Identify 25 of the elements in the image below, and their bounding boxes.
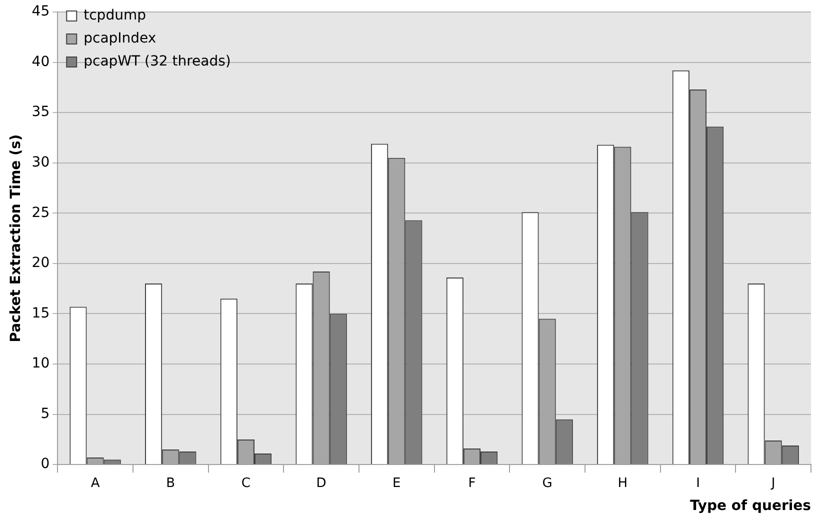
legend-label: pcapWT (32 threads) bbox=[84, 54, 231, 70]
x-tick-label: I bbox=[696, 476, 700, 491]
y-tick-label: 5 bbox=[40, 406, 50, 422]
x-tick-label: J bbox=[770, 476, 776, 491]
x-tick-label: A bbox=[90, 476, 100, 491]
x-tick-label: H bbox=[618, 476, 628, 491]
y-tick-label: 45 bbox=[32, 4, 50, 20]
x-axis-title: Type of queries bbox=[690, 498, 811, 514]
y-tick-label: 25 bbox=[32, 204, 50, 221]
x-tick-label: B bbox=[166, 476, 176, 491]
x-tick-label: E bbox=[392, 476, 401, 491]
legend-label: tcpdump bbox=[84, 8, 146, 24]
y-tick-label: 30 bbox=[32, 154, 50, 171]
y-tick-label: 15 bbox=[32, 305, 50, 322]
y-tick-label: 35 bbox=[32, 104, 50, 120]
y-tick-label: 40 bbox=[32, 54, 50, 70]
y-tick-label: 0 bbox=[40, 456, 50, 472]
y-tick-label: 10 bbox=[32, 356, 50, 372]
x-tick-label: F bbox=[468, 476, 476, 491]
y-axis-title: Packet Extraction Time (s) bbox=[8, 134, 24, 342]
x-tick-label: G bbox=[542, 476, 552, 491]
legend-label: pcapIndex bbox=[84, 30, 156, 47]
x-tick-label: D bbox=[316, 476, 326, 491]
y-tick-label: 20 bbox=[32, 255, 50, 272]
x-tick-label: C bbox=[241, 476, 250, 491]
